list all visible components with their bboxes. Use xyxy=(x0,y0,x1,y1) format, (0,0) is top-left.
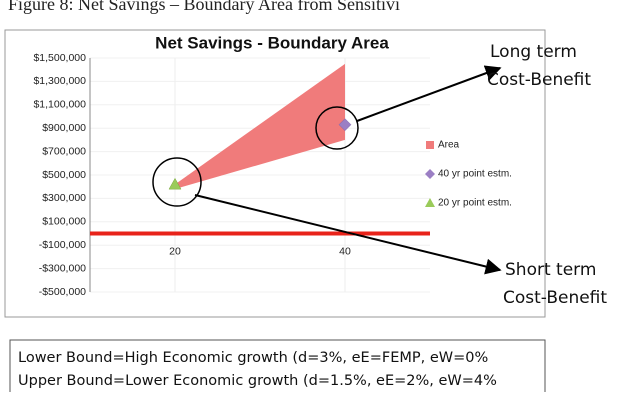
y-tick-label: -$100,000 xyxy=(39,239,86,251)
legend: Area 40 yr point estm. 20 yr point estm. xyxy=(425,140,512,209)
y-tick-label: $900,000 xyxy=(42,122,86,134)
note-line: Upper Bound=Lower Economic growth (d=1.5… xyxy=(18,373,497,389)
plot-area: -$500,000 -$300,000 -$100,000 $100,000 $300,… xyxy=(33,52,430,298)
y-tick-label: $1,300,000 xyxy=(33,75,86,87)
annotation: Long term xyxy=(490,42,577,62)
annotation: Cost-Benefit xyxy=(503,288,607,308)
x-tick-label: 20 xyxy=(169,245,181,257)
legend-label: 40 yr point estm. xyxy=(438,169,512,180)
legend-swatch xyxy=(426,141,434,149)
point-marker xyxy=(338,118,352,132)
legend-label: 20 yr point estm. xyxy=(438,198,512,209)
area-band xyxy=(175,63,345,190)
y-tick-label: $700,000 xyxy=(42,145,86,157)
caption: Figure 8: Net Savings – Boundary Area fr… xyxy=(8,0,400,14)
arrow xyxy=(356,65,502,122)
y-tick-label: -$500,000 xyxy=(39,286,86,298)
chart-frame xyxy=(4,29,546,318)
legend-label: Area xyxy=(438,140,460,151)
highlight-circle xyxy=(315,106,359,150)
y-tick-label: -$300,000 xyxy=(39,262,86,274)
chart-title: Net Savings - Boundary Area xyxy=(155,33,389,52)
annotations: Long term Cost-Benefit Short term Cost-B… xyxy=(152,42,607,308)
x-tick-label: 40 xyxy=(339,245,351,257)
arrow xyxy=(194,194,502,275)
legend-swatch xyxy=(425,169,435,179)
annotation: Cost-Benefit xyxy=(487,70,591,90)
point-marker xyxy=(168,177,182,190)
y-tick-label: $1,100,000 xyxy=(33,99,86,111)
note-box xyxy=(9,339,546,396)
annotation: Short term xyxy=(505,260,596,280)
highlight-circle xyxy=(152,157,202,207)
y-tick-label: $100,000 xyxy=(42,216,86,228)
y-tick-label: $1,500,000 xyxy=(33,52,86,64)
y-tick-label: $500,000 xyxy=(42,169,86,181)
note-line: Lower Bound=High Economic growth (d=3%, … xyxy=(18,350,488,366)
legend-swatch xyxy=(425,198,435,207)
y-tick-label: $300,000 xyxy=(42,192,86,204)
